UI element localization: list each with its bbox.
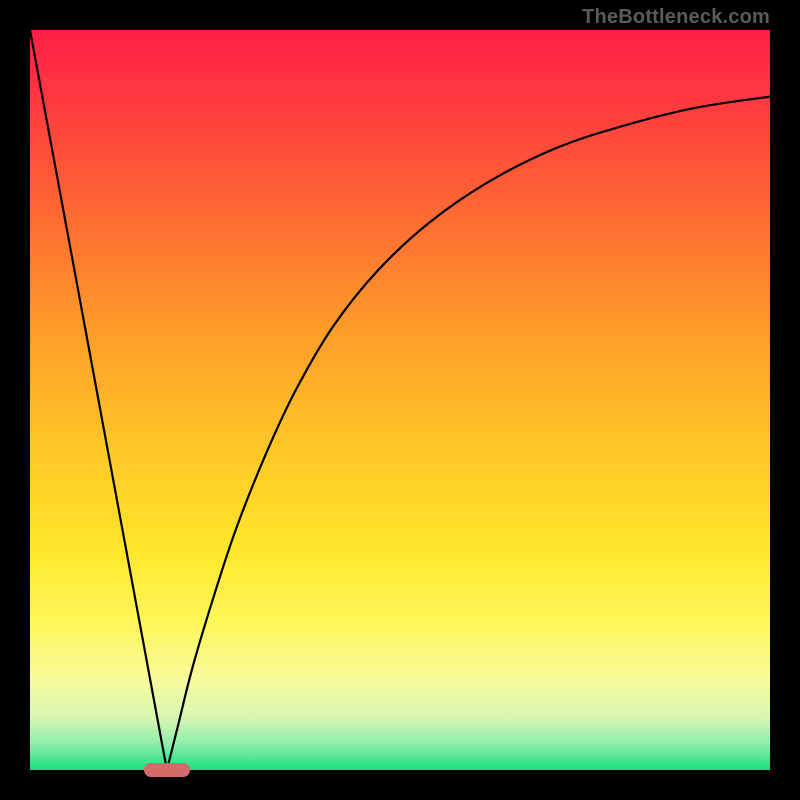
outer-frame: TheBottleneck.com [0, 0, 800, 800]
right-curve-line [167, 97, 770, 770]
plot-area [30, 30, 770, 770]
curve-layer [30, 30, 770, 770]
left-slope-line [30, 30, 167, 770]
watermark-label: TheBottleneck.com [582, 6, 770, 29]
optimal-point-marker [144, 763, 190, 777]
